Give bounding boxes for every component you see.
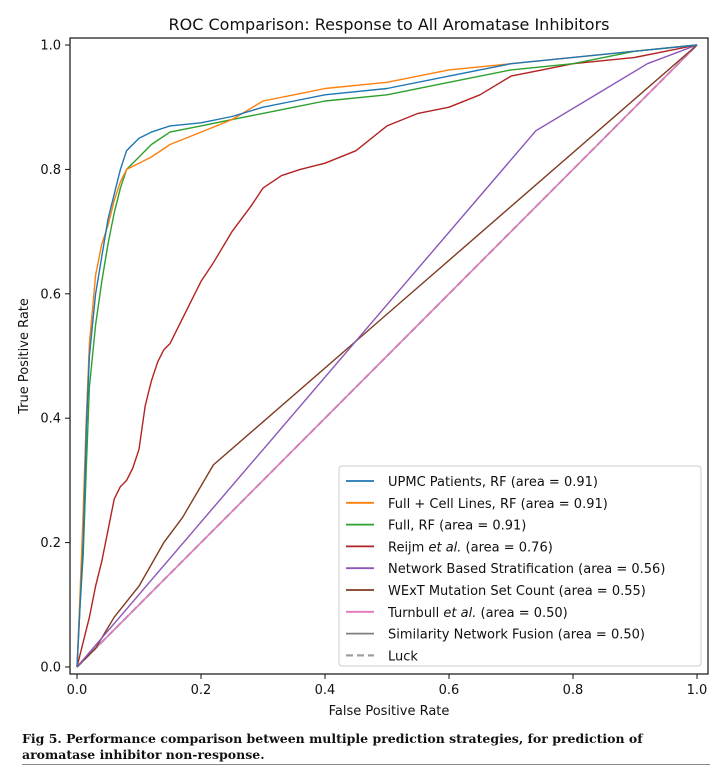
x-tick-label: 0.8 [563, 683, 584, 698]
caption-rule [22, 764, 710, 765]
legend-label: Luck [388, 649, 418, 664]
legend-label: Reijm et al. (area = 0.76) [388, 540, 553, 555]
x-tick-label: 0.2 [191, 683, 212, 698]
legend-label: Turnbull et al. (area = 0.50) [387, 606, 568, 621]
roc-chart: ROC Comparison: Response to All Aromatas… [17, 15, 709, 719]
x-tick-label: 1.0 [687, 683, 708, 698]
x-tick-label: 0.4 [315, 683, 336, 698]
legend: UPMC Patients, RF (area = 0.91) Full + Ce… [338, 465, 702, 667]
legend-label: UPMC Patients, RF (area = 0.91) [388, 475, 598, 490]
legend-items: UPMC Patients, RF (area = 0.91) Full + Ce… [346, 475, 665, 664]
legend-box [338, 465, 702, 667]
x-axis-label: False Positive Rate [329, 704, 450, 719]
chart-title: ROC Comparison: Response to All Aromatas… [169, 15, 610, 34]
y-tick-label: 1.0 [40, 39, 61, 54]
legend-label: Full + Cell Lines, RF (area = 0.91) [388, 497, 608, 512]
roc-curve-5 [76, 44, 698, 668]
plot-frame [69, 37, 709, 675]
x-axis: 0.0 0.2 0.4 0.6 0.8 1.0 [67, 674, 708, 698]
roc-curve-1 [76, 44, 698, 668]
legend-label: Full, RF (area = 0.91) [388, 519, 526, 534]
y-tick-label: 0.2 [40, 536, 61, 551]
figure-caption: Fig 5. Performance comparison between mu… [22, 731, 643, 762]
y-axis: 0.0 0.2 0.4 0.6 0.8 1.0 [40, 39, 70, 676]
roc-curve-4 [76, 44, 698, 668]
y-tick-label: 0.4 [40, 412, 61, 427]
roc-curve-3 [76, 44, 698, 668]
roc-curve-6 [76, 44, 698, 668]
y-tick-label: 0.6 [40, 287, 61, 302]
y-axis-label: True Positive Rate [17, 298, 32, 415]
y-tick-label: 0.8 [40, 163, 61, 178]
x-tick-label: 0.6 [439, 683, 460, 698]
legend-label: WExT Mutation Set Count (area = 0.55) [388, 584, 646, 599]
plot-lines [76, 44, 698, 668]
legend-label: Similarity Network Fusion (area = 0.50) [388, 628, 645, 643]
legend-label: Network Based Stratification (area = 0.5… [388, 562, 665, 577]
roc-curve-0 [76, 44, 698, 668]
y-tick-label: 0.0 [40, 661, 61, 676]
x-tick-label: 0.0 [67, 683, 88, 698]
roc-curve-2 [76, 44, 698, 668]
